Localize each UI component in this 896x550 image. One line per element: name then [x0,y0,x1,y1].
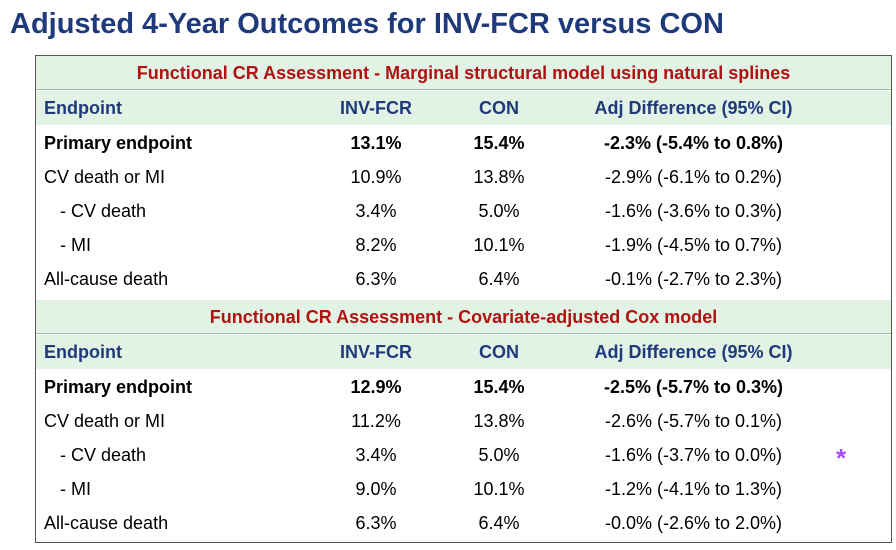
table-row: - CV death 3.4% 5.0% -1.6% (-3.6% to 0.3… [36,194,891,228]
con-cell: 10.1% [473,235,525,255]
table-row: CV death or MI 11.2% 13.8% -2.6% (-5.7% … [36,404,891,438]
page-title: Adjusted 4-Year Outcomes for INV-FCR ver… [10,8,724,40]
endpoint-cell: - CV death [60,201,147,221]
con-cell: 15.4% [473,377,525,397]
table-row: All-cause death 6.3% 6.4% -0.0% (-2.6% t… [36,506,891,540]
section-title-cox-model: Functional CR Assessment - Covariate-adj… [36,300,891,334]
inv-fcr-cell: 6.3% [355,513,397,533]
table-header-row: Endpoint INV-FCR CON Adj Difference (95%… [36,335,891,369]
inv-fcr-cell: 13.1% [350,133,402,153]
endpoint-cell: All-cause death [44,513,169,533]
endpoint-cell: - CV death [60,445,147,465]
endpoint-cell: CV death or MI [44,167,166,187]
outcomes-table: Functional CR Assessment - Marginal stru… [35,55,892,543]
con-cell: 6.4% [478,513,520,533]
inv-fcr-cell: 3.4% [355,201,397,221]
adj-difference-cell: -2.3% (-5.4% to 0.8%) [603,133,784,153]
table-row: - MI 9.0% 10.1% -1.2% (-4.1% to 1.3%) [36,472,891,506]
header-adj-difference: Adj Difference (95% CI) [594,98,793,118]
header-inv-fcr: INV-FCR [340,342,412,362]
header-endpoint: Endpoint [44,342,122,362]
con-cell: 5.0% [478,201,520,221]
header-inv-fcr: INV-FCR [340,98,412,118]
endpoint-cell: - MI [60,479,91,499]
con-cell: 15.4% [473,133,525,153]
adj-difference-cell: -0.1% (-2.7% to 2.3%) [604,269,783,289]
adj-difference-cell: -2.9% (-6.1% to 0.2%) [604,167,783,187]
adj-difference-cell: -2.5% (-5.7% to 0.3%) [603,377,784,397]
inv-fcr-cell: 11.2% [351,411,401,431]
endpoint-cell: CV death or MI [44,411,166,431]
inv-fcr-cell: 6.3% [355,269,397,289]
endpoint-cell: Primary endpoint [44,377,193,397]
section-title-marginal-model: Functional CR Assessment - Marginal stru… [36,56,891,90]
table-row: - MI 8.2% 10.1% -1.9% (-4.5% to 0.7%) [36,228,891,262]
header-con: CON [479,98,519,118]
table-row: All-cause death 6.3% 6.4% -0.1% (-2.7% t… [36,262,891,296]
endpoint-cell: Primary endpoint [44,133,193,153]
adj-difference-cell: -1.6% (-3.7% to 0.0%) [604,445,783,465]
con-cell: 10.1% [473,479,525,499]
con-cell: 13.8% [473,411,525,431]
table-row: - CV death 3.4% 5.0% -1.6% (-3.7% to 0.0… [36,438,891,473]
adj-difference-cell: -0.0% (-2.6% to 2.0%) [604,513,783,533]
inv-fcr-cell: 10.9% [350,167,402,187]
endpoint-cell: All-cause death [44,269,169,289]
adj-difference-cell: -1.9% (-4.5% to 0.7%) [604,235,783,255]
endpoint-cell: - MI [60,235,91,255]
table-row: Primary endpoint 12.9% 15.4% -2.5% (-5.7… [36,370,891,404]
table-header-row: Endpoint INV-FCR CON Adj Difference (95%… [36,91,891,125]
header-adj-difference: Adj Difference (95% CI) [594,342,793,362]
table-row: CV death or MI 10.9% 13.8% -2.9% (-6.1% … [36,160,891,194]
adj-difference-cell: -1.6% (-3.6% to 0.3%) [604,201,783,221]
header-endpoint: Endpoint [44,98,122,118]
asterisk-marker: * [836,443,847,473]
inv-fcr-cell: 12.9% [350,377,402,397]
table-row: Primary endpoint 13.1% 15.4% -2.3% (-5.4… [36,126,891,160]
inv-fcr-cell: 3.4% [355,445,397,465]
con-cell: 13.8% [473,167,525,187]
inv-fcr-cell: 8.2% [355,235,397,255]
adj-difference-cell: -2.6% (-5.7% to 0.1%) [604,411,783,431]
inv-fcr-cell: 9.0% [355,479,397,499]
con-cell: 5.0% [478,445,520,465]
header-con: CON [479,342,519,362]
con-cell: 6.4% [478,269,520,289]
adj-difference-cell: -1.2% (-4.1% to 1.3%) [604,479,783,499]
